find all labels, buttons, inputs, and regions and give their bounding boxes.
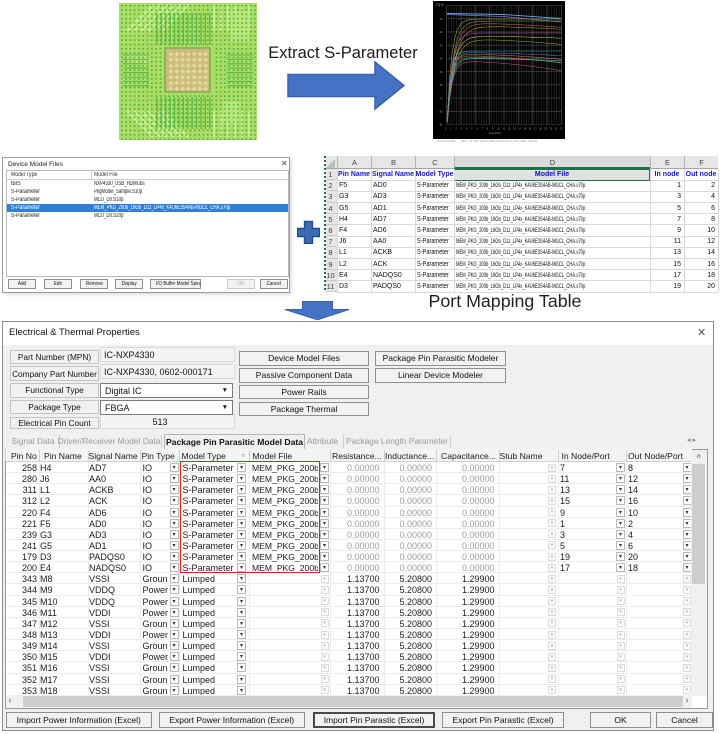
svg-text:17: 17: [534, 128, 537, 131]
svg-text:16: 16: [529, 128, 532, 131]
svg-text:6: 6: [476, 128, 478, 131]
svg-text:13: 13: [513, 128, 516, 131]
svg-text:21: 21: [555, 128, 558, 131]
svg-text:10: 10: [497, 128, 500, 131]
svg-text:-80: -80: [439, 111, 443, 114]
svg-text:-60: -60: [439, 84, 443, 87]
svg-text:0: 0: [445, 128, 447, 131]
svg-text:22: 22: [560, 128, 563, 131]
svg-text:19: 19: [544, 128, 547, 131]
svg-text:-90: -90: [439, 124, 443, 127]
svg-text:18: 18: [539, 128, 542, 131]
svg-text:—CH.AVF FX-DB1: —CH.AVF FX-DB1: [434, 139, 456, 143]
svg-text:Freq (GHz): Freq (GHz): [489, 132, 501, 135]
svg-text:9: 9: [492, 128, 494, 131]
svg-text:7: 7: [482, 128, 484, 131]
svg-text:1: 1: [450, 128, 452, 131]
svg-text:4: 4: [466, 128, 468, 131]
svg-text:15: 15: [523, 128, 526, 131]
svg-text:8: 8: [487, 128, 489, 131]
svg-text:2: 2: [456, 128, 458, 131]
svg-text:0: 0: [439, 5, 441, 8]
svg-text:-10: -10: [439, 18, 443, 21]
svg-text:-30: -30: [439, 44, 443, 47]
svg-text:20: 20: [550, 128, 553, 131]
svg-text:12: 12: [508, 128, 511, 131]
svg-text:11: 11: [503, 128, 506, 131]
svg-text:3: 3: [461, 128, 463, 131]
svg-text:5: 5: [471, 128, 473, 131]
svg-text:-20: -20: [439, 31, 443, 34]
svg-text:-40: -40: [439, 58, 443, 61]
svg-text:-50: -50: [439, 71, 443, 74]
svg-text:-70: -70: [439, 97, 443, 100]
svg-text:14: 14: [518, 128, 521, 131]
svg-text:S21 dB: S21 dB: [436, 4, 444, 7]
svg-text:MEM - TX-303 / Wball S-DDS Pe: MEM - TX-303 / Wball S-DDS Peak-Peak-TX-…: [461, 139, 538, 143]
